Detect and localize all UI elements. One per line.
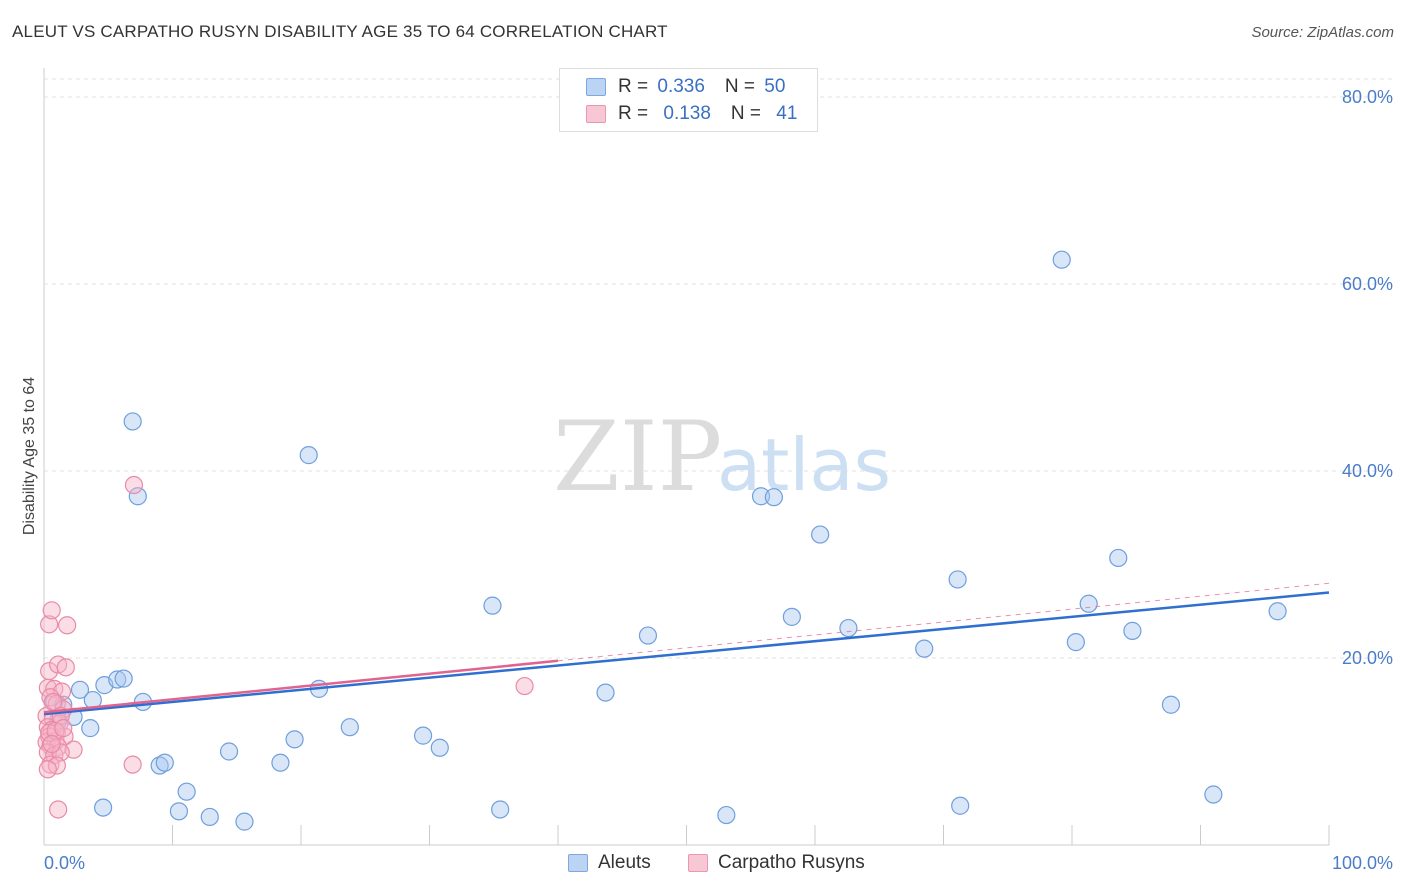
aleut-point (483, 596, 502, 615)
aleut-point (839, 618, 858, 638)
aleut-point (271, 753, 290, 772)
aleut-point (915, 639, 934, 658)
legend-row-aleuts: R = 0.336 N = 50 (586, 75, 785, 99)
aleut-point (70, 680, 90, 699)
aleut-point (108, 670, 127, 689)
axis-layer (43, 68, 1330, 846)
rusyn-point (123, 755, 142, 774)
y-tick-label: 40.0% (1342, 461, 1393, 481)
bottom-legend-aleuts: Aleuts (568, 852, 651, 874)
rusyn-point (38, 760, 57, 779)
rusyn-point (515, 676, 534, 696)
x-tick-label: 0.0% (44, 853, 85, 873)
aleut-point (1079, 594, 1098, 613)
aleut-point (764, 488, 783, 507)
aleut-point (200, 807, 219, 827)
legend-r-value: 0.336 (657, 76, 705, 97)
legend-row-rusyns: R = 0.138 N = 41 (586, 102, 797, 126)
rusyn-point (40, 723, 59, 742)
aleut-point (299, 446, 318, 465)
aleut-point (155, 753, 174, 772)
rusyn-trend-line (43, 659, 559, 714)
y-tick-label: 20.0% (1342, 648, 1393, 668)
aleut-point (169, 802, 189, 821)
chart-title: ALEUT VS CARPATHO RUSYN DISABILITY AGE 3… (12, 22, 668, 41)
y-tick-label: 60.0% (1342, 274, 1393, 294)
aleut-point (948, 570, 967, 589)
legend-n-label: N = (730, 103, 767, 124)
legend-r-label: R = (618, 76, 654, 97)
x-tick-label: 100.0% (1332, 853, 1393, 873)
bottom-legend-rusyns: Carpatho Rusyns (688, 852, 865, 874)
watermark: ZIP atlas (553, 401, 891, 513)
watermark-atlas: atlas (717, 423, 891, 507)
aleut-point (491, 800, 510, 819)
aleut-point (811, 525, 830, 544)
legend-n-value: 41 (776, 103, 798, 124)
aleut-point (285, 730, 304, 749)
rusyn-point (56, 658, 75, 677)
trend-layer (43, 582, 1330, 716)
aleut-point (596, 683, 615, 702)
rusyn-point (49, 800, 68, 819)
aleut-point (340, 718, 359, 737)
rusyn-trend-extension (557, 582, 1330, 662)
aleut-point (128, 487, 147, 506)
points-layer (37, 250, 1287, 831)
tick-layer: 20.0% 40.0% 60.0% 80.0% 0.0% 100.0% (44, 87, 1393, 873)
aleut-point (1204, 785, 1223, 804)
y-axis-label: Disability Age 35 to 64 (21, 377, 38, 535)
aleut-trend-line (43, 591, 1330, 716)
aleut-point (177, 782, 196, 801)
rusyn-point (54, 719, 73, 738)
source-label: Source: ZipAtlas.com (1251, 24, 1394, 41)
rusyn-point (42, 734, 61, 754)
aleut-point (1052, 250, 1071, 269)
grid-layer (44, 78, 1392, 659)
legend-r-value: 0.138 (663, 103, 711, 124)
rusyn-point (42, 601, 61, 620)
aleut-point (751, 487, 771, 506)
legend-n-label: N = (724, 76, 761, 97)
legend: R = 0.336 N = 50 R = 0.138 N = 41 (559, 68, 818, 132)
aleut-point (638, 626, 658, 645)
aleut-point (114, 669, 133, 688)
legend-swatch-aleuts (586, 78, 606, 96)
aleut-point (219, 742, 239, 761)
aleut-point (81, 719, 100, 738)
aleut-point (430, 738, 449, 757)
rusyn-point (40, 615, 59, 634)
aleut-point (235, 812, 254, 831)
legend-swatch-rusyns (586, 105, 606, 123)
aleut-point (1066, 633, 1085, 652)
bottom-legend-aleuts-label: Aleuts (598, 852, 651, 873)
aleut-point (717, 805, 736, 825)
aleut-point (782, 607, 801, 626)
aleut-point (150, 756, 169, 775)
rusyn-point (47, 756, 66, 775)
legend-r-label: R = (618, 103, 654, 124)
legend-n-value: 50 (764, 76, 786, 97)
y-tick-label: 80.0% (1342, 87, 1393, 107)
bottom-swatch-rusyns (688, 854, 708, 872)
rusyn-point (58, 616, 77, 635)
aleut-point (951, 796, 970, 815)
aleut-point (1161, 695, 1181, 714)
aleut-point (123, 412, 142, 431)
aleut-point (1109, 548, 1128, 568)
aleut-point (1123, 621, 1142, 640)
bottom-swatch-aleuts (568, 854, 588, 872)
aleut-point (1268, 602, 1287, 621)
watermark-zip: ZIP (553, 401, 722, 513)
rusyn-point (124, 475, 144, 495)
aleut-point (413, 726, 433, 745)
bottom-legend-rusyns-label: Carpatho Rusyns (718, 852, 865, 873)
aleut-point (94, 798, 113, 817)
